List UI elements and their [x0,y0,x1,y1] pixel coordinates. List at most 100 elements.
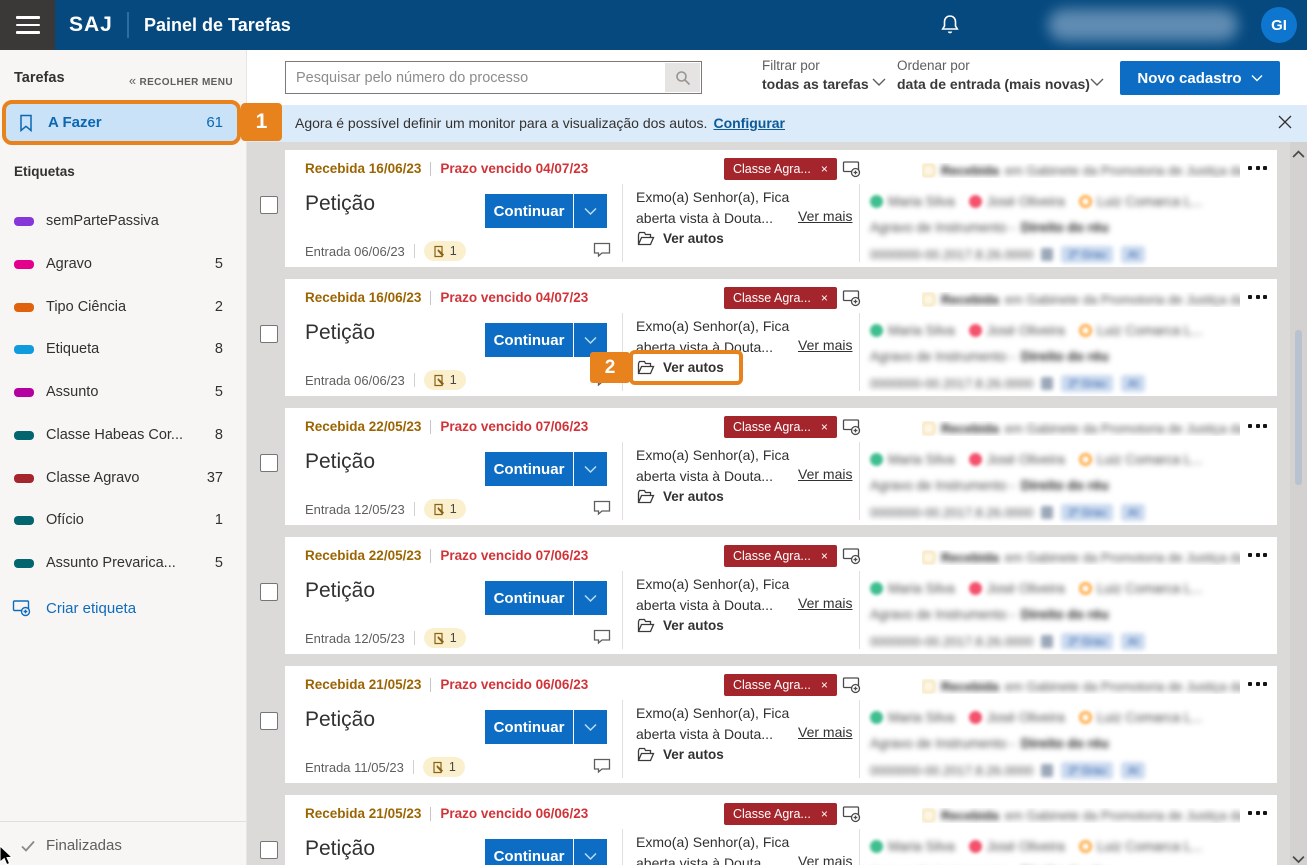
banner-close-icon[interactable] [1277,114,1293,130]
comment-bubble-icon[interactable] [593,242,611,258]
tag-remove-icon[interactable]: × [820,420,828,434]
add-tag-icon[interactable] [842,418,862,436]
more-options-icon[interactable] [1248,166,1267,170]
continue-dropdown-button[interactable] [574,839,607,865]
task-checkbox[interactable] [260,712,278,730]
ver-mais-link[interactable]: Ver mais [798,853,853,865]
label-item[interactable]: Assunto Prevarica... 5 [0,550,247,576]
continue-button[interactable]: Continuar [485,581,573,615]
label-item[interactable]: semPartePassiva [0,208,247,234]
collapse-menu-button[interactable]: «RECOLHER MENU [128,73,233,88]
document-excerpt: Exmo(a) Senhor(a), Fica aberta vista à D… [636,189,790,226]
comment-bubble-icon[interactable] [593,629,611,645]
tag-remove-icon[interactable]: × [820,162,828,176]
more-options-icon[interactable] [1248,811,1267,815]
ver-autos-button[interactable]: Ver autos [637,231,724,246]
user-name-blurred[interactable] [1048,9,1238,41]
tag-remove-icon[interactable]: × [820,549,828,563]
add-tag-icon[interactable] [842,289,862,307]
banner-configure-link[interactable]: Configurar [713,115,786,131]
chevron-down-icon[interactable] [872,74,886,86]
classe-agravo-tag[interactable]: Classe Agra... × [724,416,837,438]
label-item[interactable]: Ofício 1 [0,507,247,533]
scroll-down-icon[interactable] [1292,851,1305,864]
ver-autos-button[interactable]: Ver autos [637,618,724,633]
label-item[interactable]: Tipo Ciência 2 [0,294,247,320]
continue-button[interactable]: Continuar [485,194,573,228]
task-checkbox[interactable] [260,841,278,859]
ver-autos-button[interactable]: Ver autos [637,360,724,375]
banner-text: Agora é possível definir um monitor para… [295,115,708,131]
continue-button[interactable]: Continuar [485,452,573,486]
redacted-link-chip[interactable]: AI [1121,633,1146,650]
tag-remove-icon[interactable]: × [820,678,828,692]
tag-remove-icon[interactable]: × [820,291,828,305]
label-item[interactable]: Etiqueta 8 [0,336,247,362]
continue-dropdown-button[interactable] [574,452,607,486]
scrollbar[interactable] [1290,142,1307,865]
ver-mais-link[interactable]: Ver mais [798,595,853,611]
scroll-up-icon[interactable] [1292,146,1305,158]
redacted-link-chip[interactable]: 2º Grau [1061,246,1114,263]
search-input[interactable] [286,62,666,93]
classe-agravo-tag[interactable]: Classe Agra... × [724,674,837,696]
classe-agravo-tag[interactable]: Classe Agra... × [724,287,837,309]
task-checkbox[interactable] [260,196,278,214]
tag-remove-icon[interactable]: × [820,807,828,821]
continue-dropdown-button[interactable] [574,581,607,615]
task-checkbox[interactable] [260,325,278,343]
order-dropdown[interactable]: Ordenar por data de entrada (mais novas) [897,58,1090,92]
redacted-link-chip[interactable]: AI [1121,246,1146,263]
scrollbar-thumb[interactable] [1295,330,1302,485]
task-checkbox[interactable] [260,583,278,601]
label-item[interactable]: Agravo 5 [0,251,247,277]
more-options-icon[interactable] [1248,553,1267,557]
redacted-link-chip[interactable]: 2º Grau [1061,375,1114,392]
ver-mais-link[interactable]: Ver mais [798,208,853,224]
more-options-icon[interactable] [1248,682,1267,686]
classe-agravo-tag[interactable]: Classe Agra... × [724,803,837,825]
classe-agravo-tag[interactable]: Classe Agra... × [724,158,837,180]
ver-mais-link[interactable]: Ver mais [798,724,853,740]
continue-button[interactable]: Continuar [485,710,573,744]
chevron-down-icon [584,723,597,731]
label-item[interactable]: Classe Habeas Cor... 8 [0,422,247,448]
notifications-bell-icon[interactable] [938,13,962,37]
ver-mais-link[interactable]: Ver mais [798,337,853,353]
continue-dropdown-button[interactable] [574,710,607,744]
classe-agravo-tag[interactable]: Classe Agra... × [724,545,837,567]
sidebar-item-finalizadas[interactable]: Finalizadas [20,837,122,854]
redacted-link-chip[interactable]: AI [1121,375,1146,392]
continue-dropdown-button[interactable] [574,194,607,228]
filter-dropdown[interactable]: Filtrar por todas as tarefas [762,58,869,92]
ver-mais-link[interactable]: Ver mais [798,466,853,482]
search-button[interactable] [665,63,700,92]
redacted-link-chip[interactable]: 2º Grau [1061,633,1114,650]
ver-autos-button[interactable]: Ver autos [637,747,724,762]
sidebar-item-a-fazer[interactable]: A Fazer 61 [6,104,237,141]
more-options-icon[interactable] [1248,424,1267,428]
hamburger-menu-button[interactable] [0,0,55,50]
more-options-icon[interactable] [1248,295,1267,299]
comment-bubble-icon[interactable] [593,758,611,774]
chevron-down-icon[interactable] [1090,74,1104,86]
avatar[interactable]: GI [1261,7,1297,43]
label-item[interactable]: Assunto 5 [0,379,247,405]
add-tag-icon[interactable] [842,676,862,694]
redacted-link-chip[interactable]: 2º Grau [1061,504,1114,521]
create-label-button[interactable]: Criar etiqueta [0,594,247,622]
add-tag-icon[interactable] [842,160,862,178]
label-item[interactable]: Classe Agravo 37 [0,465,247,491]
add-tag-icon[interactable] [842,547,862,565]
redacted-link-chip[interactable]: AI [1121,762,1146,779]
comment-bubble-icon[interactable] [593,500,611,516]
redacted-link-chip[interactable]: AI [1121,504,1146,521]
continue-dropdown-button[interactable] [574,323,607,357]
add-tag-icon[interactable] [842,805,862,823]
redacted-link-chip[interactable]: 2º Grau [1061,762,1114,779]
continue-button[interactable]: Continuar [485,839,573,865]
ver-autos-button[interactable]: Ver autos [637,489,724,504]
task-checkbox[interactable] [260,454,278,472]
new-record-button[interactable]: Novo cadastro [1120,61,1280,95]
continue-button[interactable]: Continuar [485,323,573,357]
